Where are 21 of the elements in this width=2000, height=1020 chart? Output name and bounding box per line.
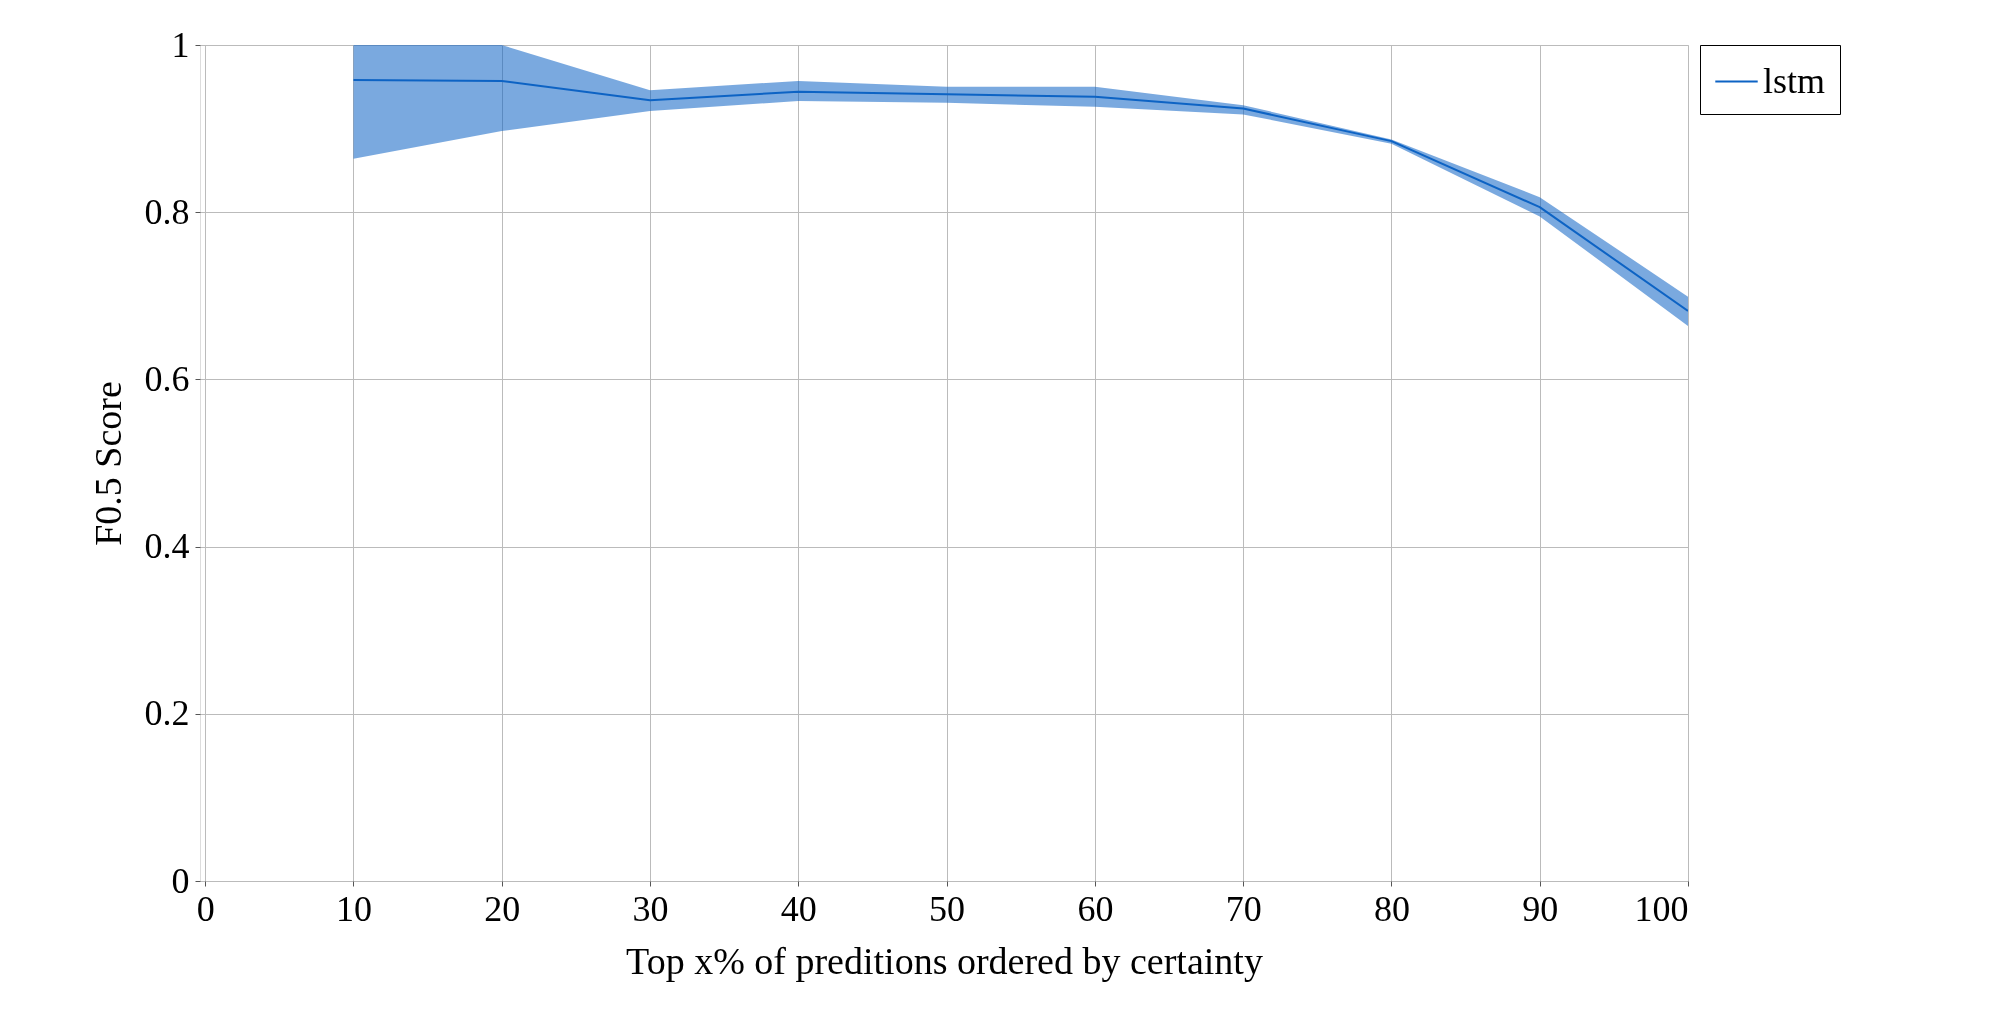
x-tick-label: 40 [780, 888, 817, 929]
legend-label: lstm [1763, 60, 1826, 101]
x-tick-label: 60 [1077, 888, 1114, 929]
y-tick-label: 0.8 [144, 191, 190, 232]
x-tick-label: 80 [1373, 888, 1410, 929]
x-tick-label: 10 [335, 888, 372, 929]
y-tick-label: 0.4 [144, 526, 190, 567]
x-tick-label: 50 [929, 888, 966, 929]
line-series [352, 79, 1688, 312]
x-tick-label: 30 [632, 888, 669, 929]
x-tick-label: 100 [1634, 888, 1689, 929]
x-axis-title: Top x% of preditions ordered by certainty [626, 939, 1263, 982]
x-tick-label: 0 [196, 888, 215, 929]
y-axis-title: F0.5 Score [86, 381, 129, 546]
y-tick-label: 1 [171, 24, 190, 65]
x-tick-label: 20 [484, 888, 521, 929]
y-tick-label: 0.6 [144, 358, 190, 399]
x-tick-label: 70 [1225, 888, 1262, 929]
y-tick-label: 0.2 [144, 693, 190, 734]
x-tick-label: 90 [1522, 888, 1559, 929]
y-tick-label: 0 [171, 860, 190, 901]
